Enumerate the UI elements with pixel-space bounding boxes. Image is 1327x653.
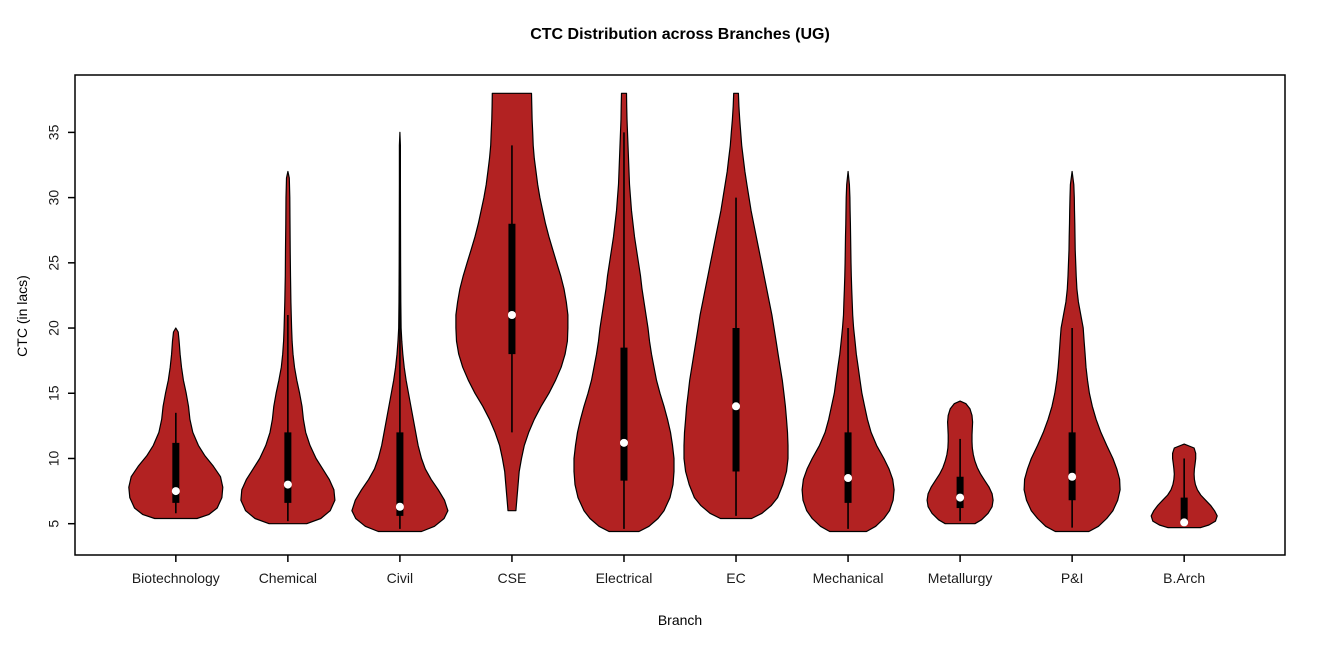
y-tick-label: 20 [46, 320, 62, 336]
y-tick-label: 5 [46, 520, 62, 528]
y-tick-label: 25 [46, 255, 62, 271]
median-dot [507, 311, 516, 319]
median-dot [171, 487, 180, 496]
median-dot [1180, 518, 1189, 527]
median-dot [395, 502, 404, 511]
median-dot [283, 480, 292, 489]
chart-title: CTC Distribution across Branches (UG) [530, 26, 830, 43]
x-tick-label: Civil [387, 570, 413, 586]
median-dot [844, 474, 853, 483]
y-tick-label: 15 [46, 385, 62, 401]
median-dot [956, 493, 965, 502]
x-tick-label: Chemical [259, 570, 317, 586]
x-tick-label: Mechanical [813, 570, 884, 586]
median-dot [1068, 472, 1077, 481]
x-tick-label: EC [726, 570, 745, 586]
x-tick-label: Electrical [596, 570, 653, 586]
x-tick-label: B.Arch [1163, 570, 1205, 586]
y-tick-label: 35 [46, 124, 62, 140]
y-tick-label: 30 [46, 190, 62, 206]
x-tick-label: P&I [1061, 570, 1084, 586]
x-tick-label: Biotechnology [132, 570, 220, 586]
x-tick-label: CSE [498, 570, 527, 586]
y-axis-title: CTC (in lacs) [14, 275, 30, 357]
plot-border [74, 74, 1286, 556]
x-axis-title: Branch [657, 612, 703, 628]
y-tick-label: 10 [46, 450, 62, 466]
x-tick-label: Metallurgy [928, 570, 993, 586]
median-dot [619, 438, 628, 447]
median-dot [732, 402, 741, 411]
